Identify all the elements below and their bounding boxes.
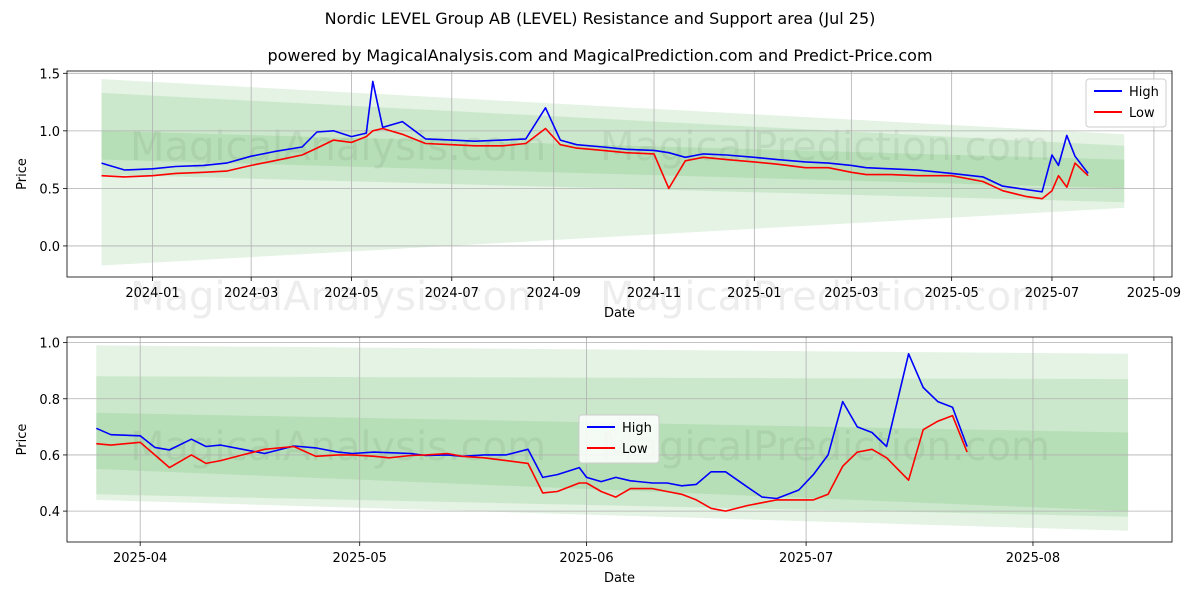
x-tick-label: 2025-06 — [559, 551, 613, 566]
y-tick-label: 0.4 — [39, 505, 60, 520]
chart-panel-1: 2024-01 2024-03 2024-05 2024-07 2024-09 2024-… — [15, 67, 1181, 321]
x-tick-label: 2025-05 — [924, 286, 978, 301]
legend-label-low: Low — [622, 442, 648, 457]
watermark: MagicalPrediction.com — [600, 274, 1050, 320]
chart-panel-2: 2025-04 2025-05 2025-06 2025-07 2025-08 1.0 0.… — [15, 336, 1173, 586]
axes-frame — [66, 70, 1173, 278]
y-axis-label: Price — [15, 158, 30, 190]
x-tick-label: 2024-11 — [627, 286, 681, 301]
x-tick-label: 2025-08 — [1006, 551, 1060, 566]
x-tick-label: 2025-04 — [113, 551, 167, 566]
x-tick-label: 2025-01 — [727, 286, 781, 301]
x-tick-label: 2024-09 — [527, 286, 581, 301]
y-tick-label: 0.6 — [39, 449, 60, 464]
support-resistance-band — [101, 79, 1125, 266]
legend: High Low — [578, 414, 660, 464]
legend-label-high: High — [1129, 85, 1159, 100]
x-axis-label: Date — [604, 571, 635, 586]
series-line-low — [101, 127, 1089, 200]
y-tick-label: 1.0 — [39, 337, 60, 352]
series-line-high — [95, 353, 968, 500]
watermark: MagicalPrediction.com — [600, 424, 1050, 470]
y-tick-label: 0.5 — [39, 182, 60, 197]
x-tick-label: 2025-05 — [333, 551, 387, 566]
x-tick-label: 2024-07 — [425, 286, 479, 301]
axes-frame — [66, 336, 1173, 543]
legend: High Low — [1085, 78, 1167, 128]
chart-subtitle: powered by MagicalAnalysis.com and Magic… — [267, 46, 933, 65]
watermark: MagicalAnalysis.com — [130, 274, 546, 320]
x-tick-label: 2025-09 — [1127, 286, 1181, 301]
y-tick-label: 1.5 — [39, 67, 60, 82]
y-tick-label: 1.0 — [39, 125, 60, 140]
legend-label-high: High — [622, 421, 652, 436]
x-tick-label: 2025-07 — [779, 551, 833, 566]
x-tick-label: 2025-07 — [1025, 286, 1079, 301]
y-axis-label: Price — [15, 424, 30, 456]
y-tick-label: 0.0 — [39, 240, 60, 255]
watermark: MagicalAnalysis.com — [130, 424, 546, 470]
x-tick-label: 2024-05 — [324, 286, 378, 301]
x-tick-label: 2024-03 — [224, 286, 278, 301]
series-line-low — [96, 414, 968, 512]
legend-label-low: Low — [1129, 106, 1155, 121]
chart-title: Nordic LEVEL Group AB (LEVEL) Resistance… — [324, 9, 876, 28]
series-line-high — [101, 80, 1089, 193]
x-tick-label: 2025-03 — [824, 286, 878, 301]
y-tick-label: 0.8 — [39, 393, 60, 408]
x-tick-label: 2024-01 — [125, 286, 179, 301]
x-axis-label: Date — [604, 306, 635, 321]
